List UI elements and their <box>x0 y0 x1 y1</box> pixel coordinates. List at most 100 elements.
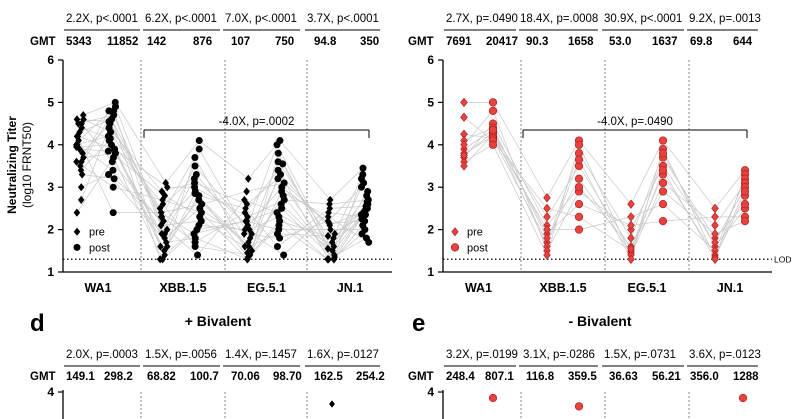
subject-line <box>578 140 632 205</box>
subject-line <box>662 203 716 252</box>
plots: 1 2 3 4 5 6 WA1 XBB.1.5 EG.5.1 JN.1 -4.0X, p=.0002… <box>47 53 791 419</box>
gmt-label: GMT <box>30 371 56 383</box>
gmt-value: 20417 <box>486 36 518 48</box>
gmt-value: 807.1 <box>485 371 514 383</box>
subject-line <box>546 178 580 239</box>
fold-label: 1.4X, p=.1457 <box>225 349 297 361</box>
subject-line <box>630 140 664 205</box>
legend-post: post <box>467 242 488 254</box>
subject-line <box>662 216 716 222</box>
legend-post: post <box>89 242 110 254</box>
post-marker <box>195 145 203 153</box>
subject-line <box>113 186 163 201</box>
pre-marker <box>627 199 635 209</box>
pre-marker <box>240 229 248 238</box>
gmt-value: 644 <box>733 36 753 48</box>
post-marker <box>658 200 668 209</box>
plot-area-d: 4 <box>47 385 335 419</box>
post-marker <box>108 158 116 166</box>
pre-marker <box>627 220 635 231</box>
x-tick-label: EG.5.1 <box>247 281 286 295</box>
subject-line <box>578 178 632 254</box>
pre-marker <box>244 255 251 264</box>
subject-line <box>463 131 494 156</box>
subject-line <box>578 144 632 256</box>
fold-label: 7.0X, p<.0001 <box>225 13 297 25</box>
post-marker <box>279 160 287 168</box>
subject-line <box>81 110 110 162</box>
subject-line <box>161 165 196 234</box>
subject-line <box>463 129 494 150</box>
panel-title: - Bivalent <box>568 313 631 329</box>
post-marker <box>488 125 498 135</box>
subject-line <box>82 123 111 154</box>
subject-line <box>546 191 580 251</box>
post-marker <box>276 234 284 242</box>
subject-line <box>546 186 580 226</box>
post-marker <box>488 106 498 115</box>
post-marker <box>740 187 750 196</box>
subject-line <box>76 135 109 146</box>
post-marker <box>280 251 288 259</box>
gmt-value: 107 <box>231 36 250 48</box>
subject-line <box>714 220 746 235</box>
pre-marker <box>543 250 551 260</box>
pre-marker <box>73 142 80 152</box>
gmt-value: 298.2 <box>104 371 133 383</box>
subject-line <box>578 153 632 239</box>
post-marker <box>105 117 113 125</box>
fold-label: 9.2X, p=.0013 <box>689 13 761 25</box>
panel-letter: e <box>412 310 425 337</box>
subject-line <box>492 102 548 198</box>
pre-marker <box>77 183 85 192</box>
y-tick-label: 2 <box>47 223 54 237</box>
panel-e: e - Bivalent 3.2X, p=.0199 3.1X, p=.0286… <box>408 310 761 383</box>
subject-line <box>164 208 201 239</box>
post-marker <box>574 225 584 234</box>
subject-line <box>662 174 716 256</box>
pre-marker <box>158 229 166 238</box>
subject-line <box>160 220 202 226</box>
pre-marker <box>243 187 250 196</box>
legend-pre: pre <box>89 227 105 239</box>
subject-line <box>662 157 716 239</box>
post-marker <box>574 212 584 221</box>
pre-marker <box>78 170 86 179</box>
post-marker <box>658 187 668 196</box>
subject-line <box>714 187 746 243</box>
subject-line <box>246 178 279 205</box>
subject-line <box>83 102 116 116</box>
fold-labels: 3.2X, p=.0199 3.1X, p=.0286 1.5X, p=.073… <box>446 349 761 361</box>
subject-line <box>161 203 202 213</box>
subject-line <box>334 174 364 234</box>
subject-line <box>463 127 494 141</box>
subject-line <box>714 170 746 209</box>
post-marker <box>365 238 373 246</box>
subject-line <box>630 174 664 249</box>
pre-marker <box>243 200 251 209</box>
gmt-value: 5343 <box>66 36 92 48</box>
pre-marker <box>460 112 468 122</box>
subject-line <box>662 148 716 258</box>
subject-line <box>578 216 632 230</box>
gmt-value: 876 <box>193 36 212 48</box>
gmt-row: GMT 248.4 807.1 116.8 359.5 36.63 56.21 … <box>408 371 759 383</box>
pre-marker <box>324 255 332 264</box>
pre-marker <box>460 97 468 108</box>
pre-marker <box>460 150 468 161</box>
subject-lines <box>463 102 746 260</box>
subject-line <box>463 144 494 163</box>
y-tick-label: 2 <box>427 223 434 237</box>
fold-label: 3.7X, p<.0001 <box>307 13 379 25</box>
panel-letter: d <box>30 310 45 337</box>
subject-line <box>278 216 329 260</box>
y-axis-sublabel: (log10 FRNT50) <box>20 122 34 208</box>
subject-line <box>198 195 246 209</box>
post-marker <box>278 204 286 212</box>
pre-marker <box>543 193 551 203</box>
post-marker <box>191 190 199 198</box>
subject-line <box>160 212 195 235</box>
post-marker <box>740 217 750 226</box>
gmt-value: 70.06 <box>231 371 260 383</box>
